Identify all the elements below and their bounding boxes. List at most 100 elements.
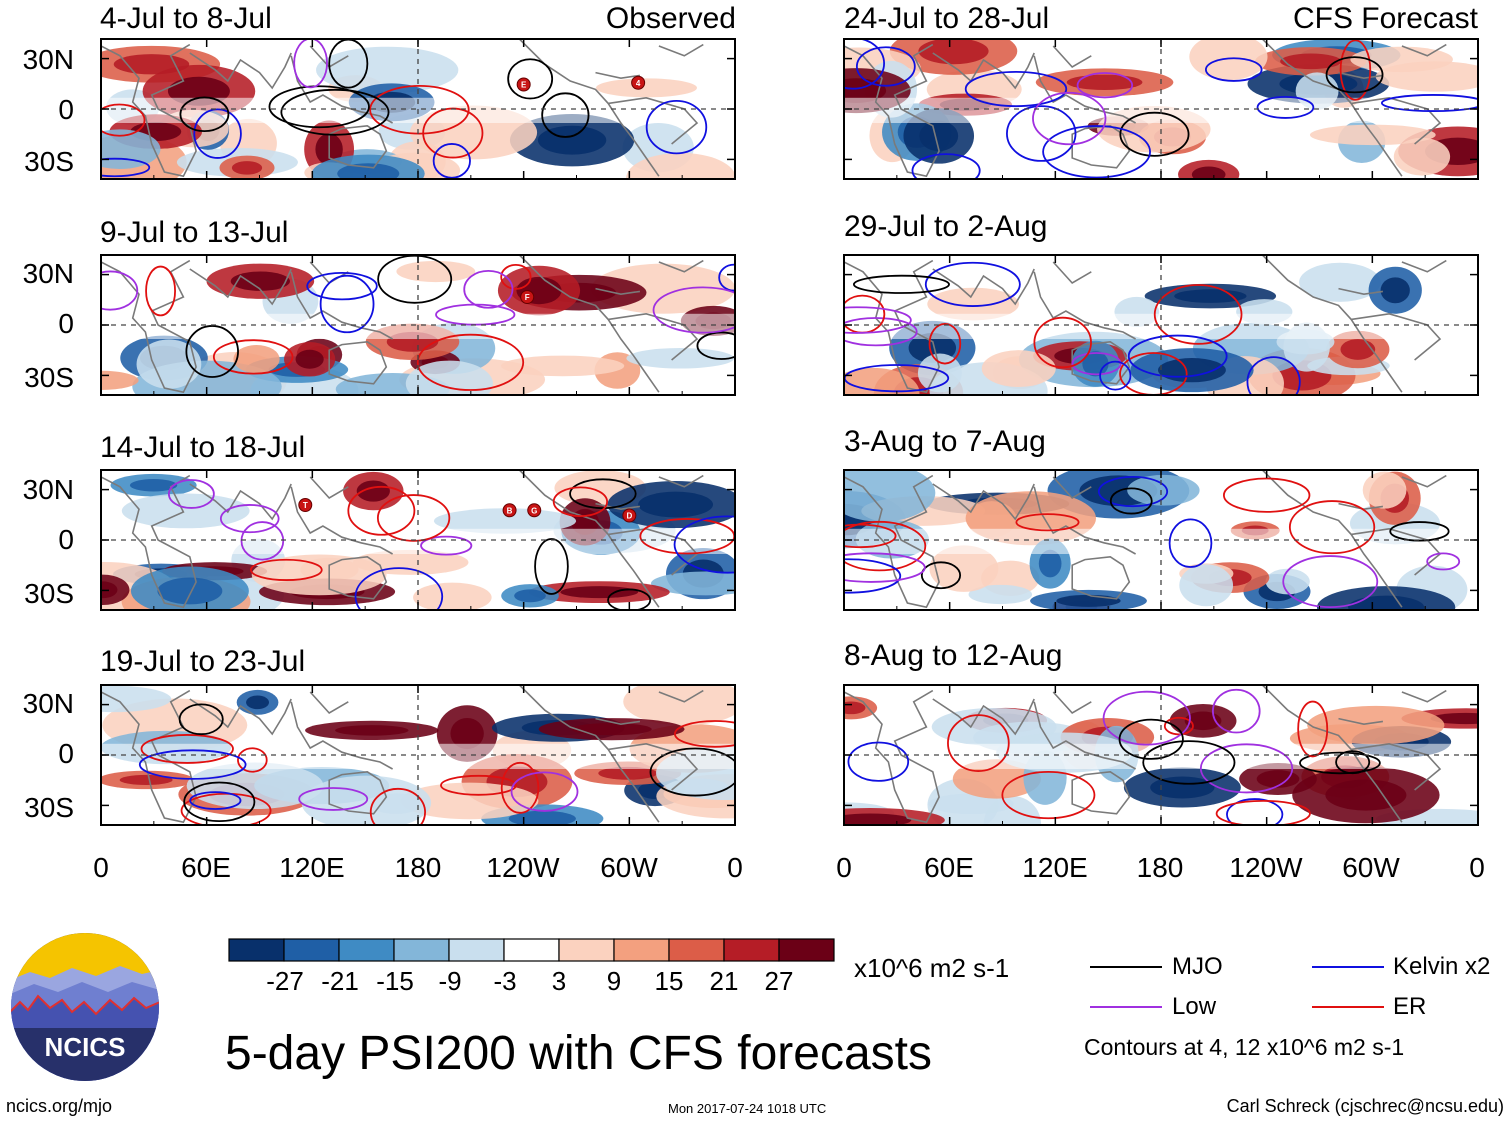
colorbar-box xyxy=(723,938,780,962)
credit: Carl Schreck (cjschrec@ncsu.edu) xyxy=(1226,1096,1504,1116)
coastline xyxy=(189,268,292,306)
coastline xyxy=(189,483,292,521)
psi-anomaly-core xyxy=(119,774,173,786)
psi-anomaly-core xyxy=(129,479,178,492)
lon-label-60e: 60E xyxy=(181,852,231,883)
psi-anomaly-core xyxy=(919,120,959,152)
anomaly-contour xyxy=(369,84,470,135)
colorbar-units: x10^6 m2 s-1 xyxy=(854,953,1010,983)
anomaly-contour xyxy=(1256,95,1315,119)
anomaly-contour xyxy=(500,263,532,290)
coastline xyxy=(101,474,197,609)
anomaly-contour xyxy=(911,153,981,179)
panel-title-cfs-4: 8-Aug to 12-Aug xyxy=(844,639,1063,672)
colorbar-tick: -21 xyxy=(321,966,359,996)
anomaly-contour xyxy=(440,774,517,796)
psi-anomaly-core xyxy=(101,581,118,599)
anomaly-contour xyxy=(928,322,962,365)
anomaly-contour xyxy=(1032,91,1107,146)
anomaly-contour xyxy=(1163,716,1194,736)
anomaly-contour xyxy=(1109,487,1153,515)
psi-anomaly-shading xyxy=(968,584,1033,605)
panel-title-obs-2: 9-Jul to 13-Jul xyxy=(100,216,289,249)
coastline xyxy=(595,689,704,726)
map-panel xyxy=(844,470,1478,610)
psi-anomaly-shading xyxy=(233,344,280,374)
anomaly-contour xyxy=(1297,700,1329,758)
storm-marker xyxy=(502,503,517,518)
anomaly-contour xyxy=(1033,316,1092,369)
psi-anomaly-core xyxy=(295,349,324,369)
psi-anomaly-shading xyxy=(595,78,697,98)
colorbar-box xyxy=(613,938,670,962)
psi-anomaly-shading xyxy=(981,350,1056,388)
coastline xyxy=(1033,691,1136,770)
anomaly-contour xyxy=(852,274,950,294)
anomaly-contour xyxy=(1099,360,1132,391)
psi-anomaly-shading xyxy=(101,370,139,390)
coastline xyxy=(844,474,940,609)
anomaly-contour xyxy=(541,92,590,138)
anomaly-contour xyxy=(416,333,525,391)
logo-text: NCICS xyxy=(45,1032,126,1062)
lat-label-0: 0 xyxy=(58,524,74,555)
map-panel xyxy=(844,685,1478,825)
anomaly-contour xyxy=(101,157,151,178)
anomaly-contour xyxy=(507,58,554,100)
psi-anomaly-shading xyxy=(917,353,962,393)
anomaly-contour xyxy=(354,567,444,610)
anomaly-contour xyxy=(463,270,514,309)
psi-anomaly-core xyxy=(1380,277,1410,304)
anomaly-contour xyxy=(347,485,416,536)
anomaly-contour xyxy=(847,741,910,782)
anomaly-contour xyxy=(1389,521,1450,542)
psi-anomaly-shading xyxy=(433,508,577,534)
coastline xyxy=(101,689,197,824)
column-header-observed: Observed xyxy=(605,2,736,35)
anomaly-contour xyxy=(1119,111,1190,157)
column-header-cfs-forecast: CFS Forecast xyxy=(1292,2,1478,35)
anomaly-contour xyxy=(645,99,708,155)
lon-label-0: 0 xyxy=(1469,852,1485,883)
anomaly-contour xyxy=(140,734,234,764)
psi-anomaly-shading xyxy=(1265,568,1310,595)
anomaly-contour xyxy=(138,749,247,780)
panel-title-obs-3: 14-Jul to 18-Jul xyxy=(100,431,306,464)
colorbar-tick: 15 xyxy=(654,966,684,996)
anomaly-contour xyxy=(1222,477,1311,513)
legend-label-low: Low xyxy=(1172,993,1217,1020)
lon-label-180: 180 xyxy=(394,852,442,883)
anomaly-contour xyxy=(1215,799,1311,825)
lon-label-0: 0 xyxy=(93,852,109,883)
lon-label-0: 0 xyxy=(727,852,743,883)
coastline xyxy=(290,476,393,555)
colorbar-tick: 3 xyxy=(551,966,567,996)
coastline xyxy=(1338,689,1447,726)
website-link[interactable]: ncics.org/mjo xyxy=(6,1096,113,1116)
anomaly-contour xyxy=(924,261,1021,307)
anomaly-contour xyxy=(1246,356,1301,395)
psi-anomaly-shading xyxy=(929,545,999,592)
coastline xyxy=(1033,45,1136,124)
psi-anomaly-core xyxy=(1348,595,1425,610)
psi-anomaly-core xyxy=(537,125,607,155)
anomaly-contour xyxy=(649,747,735,797)
psi-anomaly-shading xyxy=(370,793,422,814)
colorbar-box xyxy=(228,938,285,962)
coastline xyxy=(932,483,1035,521)
anomaly-contour xyxy=(844,306,912,334)
psi-anomaly-shading xyxy=(413,582,492,610)
anomaly-contour xyxy=(1282,555,1379,608)
psi-anomaly-shading xyxy=(1393,137,1451,176)
storm-marker-label: E xyxy=(521,81,527,90)
map-panel xyxy=(101,685,735,825)
psi-anomaly-shading xyxy=(927,287,1020,321)
anomaly-contour xyxy=(510,771,579,812)
psi-anomaly-shading xyxy=(1127,474,1200,506)
storm-marker xyxy=(631,75,646,90)
anomaly-contour xyxy=(920,561,962,590)
anomaly-contour xyxy=(947,714,1010,772)
psi-anomaly-core xyxy=(1325,779,1407,811)
psi-anomaly-shading xyxy=(623,685,735,726)
lat-label-30s: 30S xyxy=(24,146,74,177)
